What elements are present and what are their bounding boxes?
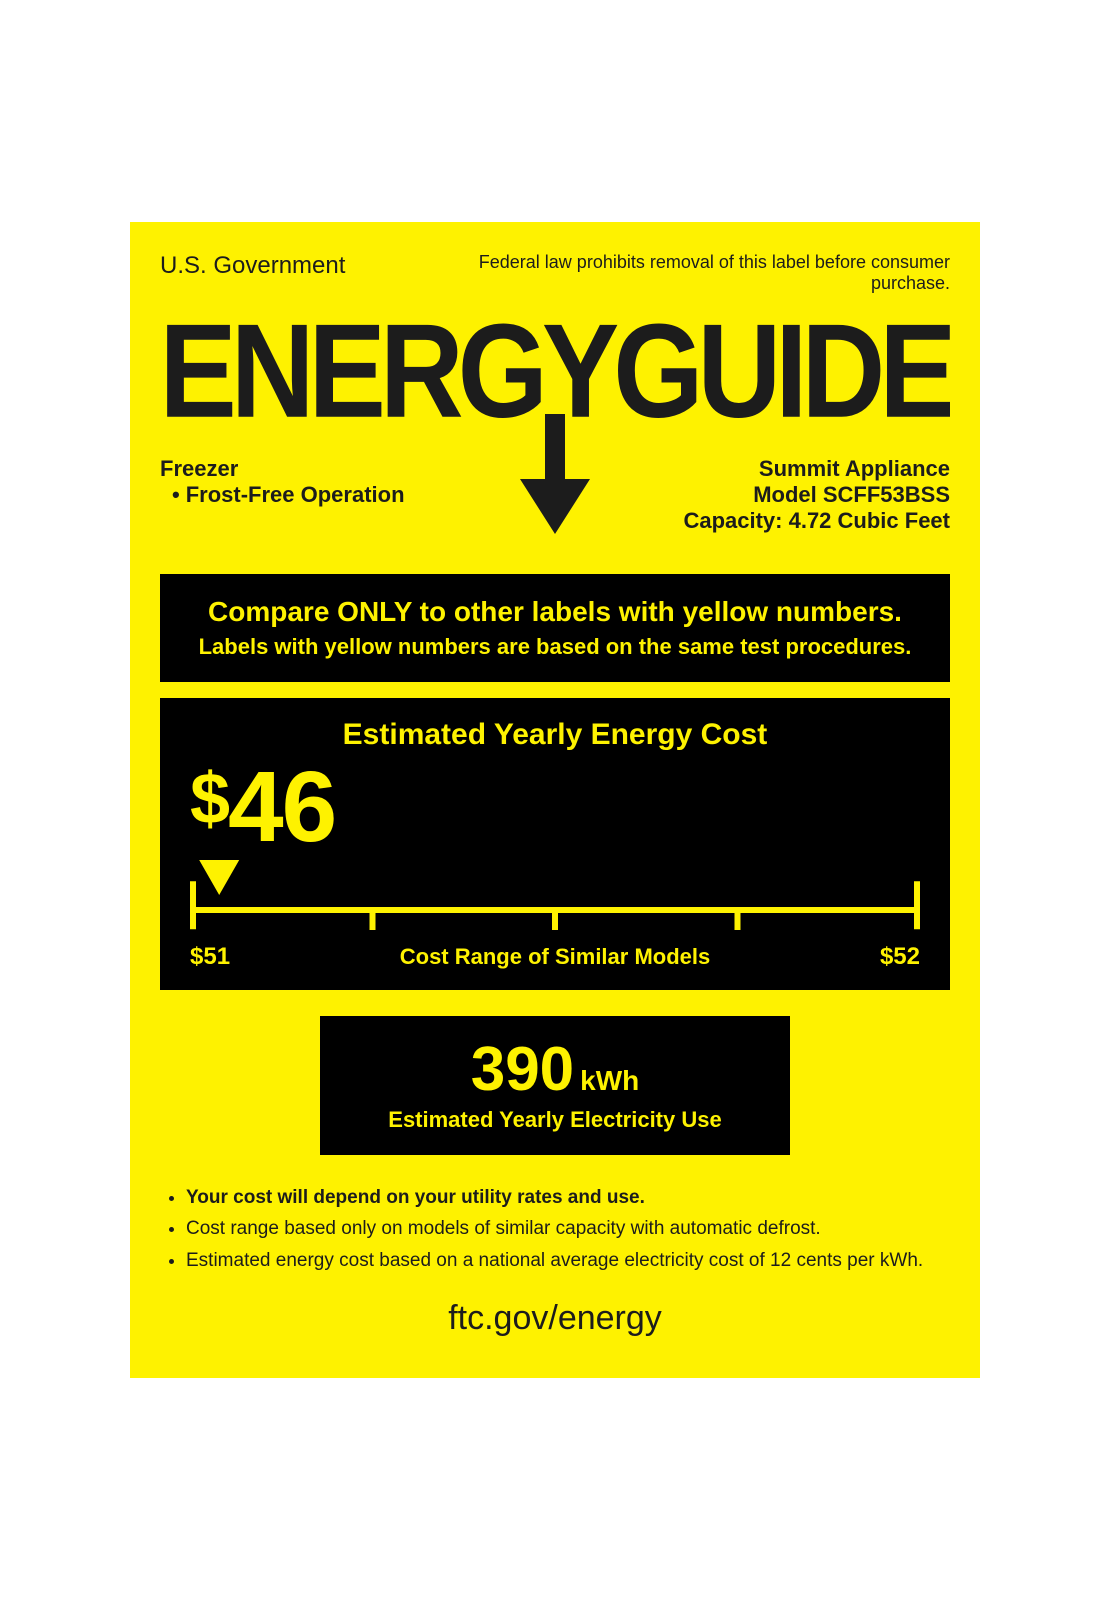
logo: ENERGYGUIDE [160, 304, 950, 464]
kwh-value: 390 [471, 1035, 574, 1104]
compare-line-2: Labels with yellow numbers are based on … [176, 634, 934, 660]
arrow-down-icon [520, 414, 590, 534]
kwh-unit: kWh [580, 1065, 639, 1096]
note-item: Cost range based only on models of simil… [186, 1216, 950, 1242]
product-right: Summit Appliance Model SCFF53BSS Capacit… [683, 456, 950, 534]
scale-svg [190, 860, 920, 930]
compare-line-1: Compare ONLY to other labels with yellow… [176, 596, 934, 628]
note-item: Your cost will depend on your utility ra… [186, 1185, 950, 1211]
product-feature: •Frost-Free Operation [172, 482, 405, 508]
scale-range-label: Cost Range of Similar Models [400, 944, 711, 970]
capacity: Capacity: 4.72 Cubic Feet [683, 508, 950, 534]
scale-min: $51 [190, 943, 230, 971]
cost-value: $46 [190, 762, 920, 852]
ftc-url: ftc.gov/energy [160, 1299, 950, 1338]
notes-list: Your cost will depend on your utility ra… [160, 1185, 950, 1274]
federal-law-text: Federal law prohibits removal of this la… [430, 252, 950, 294]
model-number: Model SCFF53BSS [683, 482, 950, 508]
product-left: Freezer •Frost-Free Operation [160, 456, 405, 534]
scale-max: $52 [880, 943, 920, 971]
cost-title: Estimated Yearly Energy Cost [190, 718, 920, 752]
scale-labels: $51 Cost Range of Similar Models $52 [190, 943, 920, 971]
government-text: U.S. Government [160, 252, 345, 280]
kwh-label: Estimated Yearly Electricity Use [350, 1107, 760, 1133]
cost-scale: $51 Cost Range of Similar Models $52 [190, 860, 920, 960]
compare-box: Compare ONLY to other labels with yellow… [160, 574, 950, 682]
header-row: U.S. Government Federal law prohibits re… [160, 252, 950, 294]
note-item: Estimated energy cost based on a nationa… [186, 1248, 950, 1274]
kwh-box: 390kWh Estimated Yearly Electricity Use [320, 1016, 790, 1155]
energy-guide-label: U.S. Government Federal law prohibits re… [130, 222, 980, 1379]
kwh-line: 390kWh [350, 1034, 760, 1105]
cost-box: Estimated Yearly Energy Cost $46 $51 Cos… [160, 698, 950, 990]
footnotes: Your cost will depend on your utility ra… [160, 1185, 950, 1274]
